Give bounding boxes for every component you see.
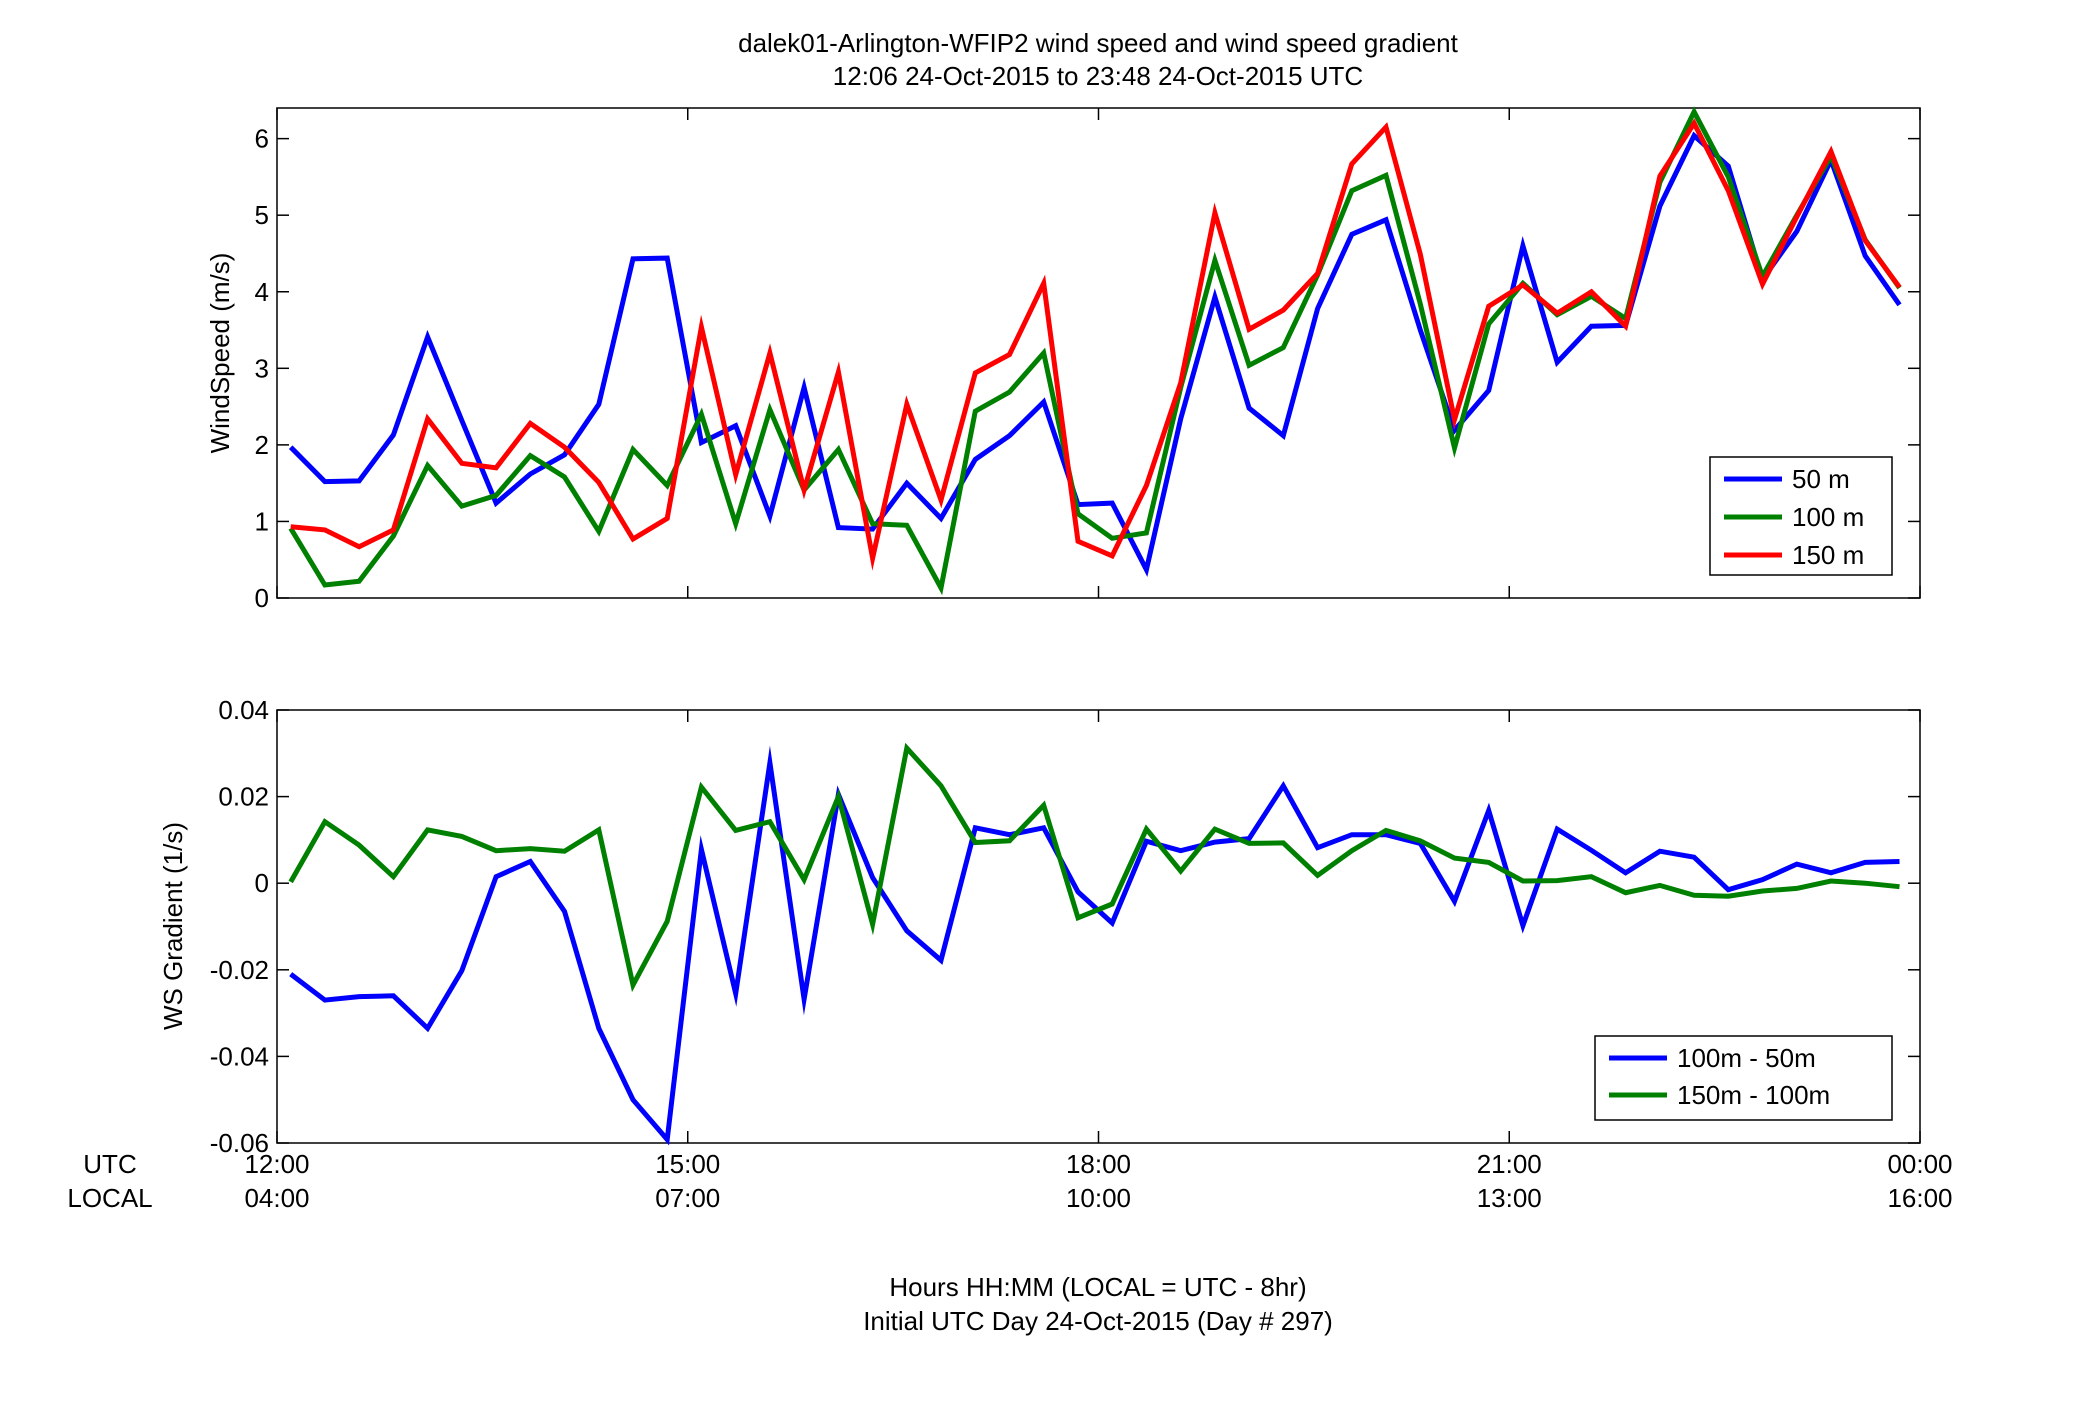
utc-tick-label: 12:00: [244, 1149, 309, 1179]
windspeed-ytick-label: 0: [255, 583, 269, 613]
local-tick-label: 13:00: [1477, 1183, 1542, 1213]
gradient-ytick-label: 0.04: [218, 695, 269, 725]
gradient-ytick-label: 0: [255, 868, 269, 898]
gradient-series-line-1: [289, 745, 1900, 1146]
gradient-legend-box: [1594, 1035, 1893, 1121]
utc-row-label: UTC: [83, 1149, 136, 1179]
windspeed-legend-label: 50 m: [1792, 464, 1850, 494]
windspeed-ytick-label: 2: [255, 430, 269, 460]
gradient-legend-label: 150m - 100m: [1677, 1080, 1830, 1110]
windspeed-ytick-label: 4: [255, 277, 269, 307]
gradient-legend-label: 100m - 50m: [1677, 1043, 1816, 1073]
gradient-legend: 100m - 50m 150m - 100m: [1594, 1035, 1893, 1121]
local-row-label: LOCAL: [67, 1183, 152, 1213]
windspeed-ytick-label: 6: [255, 124, 269, 154]
windspeed-ytick-label: 1: [255, 506, 269, 536]
gradient-series-line-2: [288, 742, 1900, 993]
gradient-panel: -0.06 -0.04 -0.02 0 0.02 0.04 WS Gradient (1/s…: [158, 695, 1921, 1158]
windspeed-ytick-label: 5: [255, 200, 269, 230]
gradient-ylabel: WS Gradient (1/s): [158, 822, 188, 1030]
windspeed-axes-box: [276, 107, 1921, 599]
windspeed-panel: 0 1 2 3 4 5 6 WindSpeed (m/s) 50 m 100 m 150 m: [205, 106, 1921, 613]
gradient-ytick-label: 0.02: [218, 782, 269, 812]
local-tick-label: 16:00: [1887, 1183, 1952, 1213]
xlabel-line2: Initial UTC Day 24-Oct-2015 (Day # 297): [863, 1306, 1333, 1336]
utc-tick-label: 00:00: [1887, 1149, 1952, 1179]
xlabel-line1: Hours HH:MM (LOCAL = UTC - 8hr): [889, 1272, 1306, 1302]
figure-title-line1: dalek01-Arlington-WFIP2 wind speed and w…: [738, 28, 1459, 58]
windspeed-ylabel: WindSpeed (m/s): [205, 253, 235, 454]
local-tick-label: 10:00: [1066, 1183, 1131, 1213]
time-tick-labels: 12:00 04:00 15:00 07:00 18:00 10:00 21:00 13:00…: [244, 1149, 1952, 1213]
gradient-ytick-label: -0.06: [210, 1128, 269, 1158]
figure-title-line2: 12:06 24-Oct-2015 to 23:48 24-Oct-2015 U…: [833, 61, 1363, 91]
windspeed-legend-label: 100 m: [1792, 502, 1864, 532]
utc-tick-label: 18:00: [1066, 1149, 1131, 1179]
utc-tick-label: 15:00: [655, 1149, 720, 1179]
gradient-ytick-label: -0.04: [210, 1041, 269, 1071]
windspeed-legend-label: 150 m: [1792, 540, 1864, 570]
local-tick-label: 07:00: [655, 1183, 720, 1213]
windspeed-legend: 50 m 100 m 150 m: [1709, 456, 1893, 576]
windspeed-ytick-label: 3: [255, 353, 269, 383]
windspeed-series-line-3: [290, 118, 1902, 571]
gradient-ytick-label: -0.02: [210, 955, 269, 985]
utc-tick-label: 21:00: [1477, 1149, 1542, 1179]
local-tick-label: 04:00: [244, 1183, 309, 1213]
